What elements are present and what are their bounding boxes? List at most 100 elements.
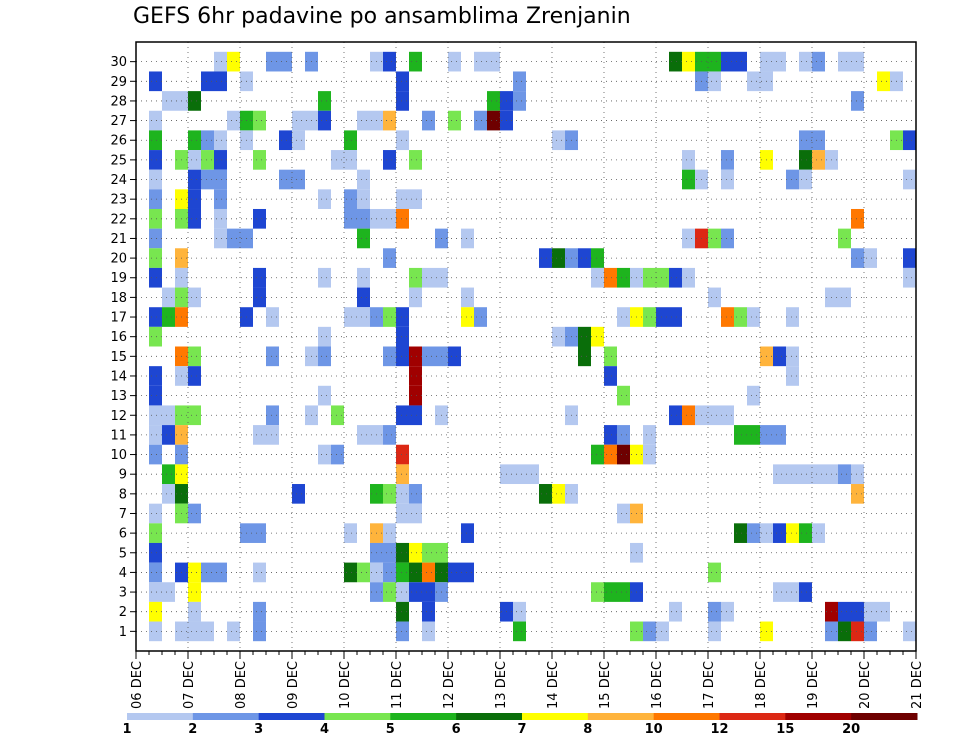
legend-label: 7 xyxy=(517,722,526,737)
heat-cell xyxy=(513,464,526,485)
heat-cell xyxy=(383,562,396,583)
heat-cell xyxy=(214,208,227,229)
heat-cell xyxy=(409,385,422,406)
heat-cell xyxy=(253,208,266,229)
heat-cell xyxy=(487,51,500,72)
heat-cell xyxy=(851,51,864,72)
heat-cell xyxy=(396,582,409,602)
heat-cell xyxy=(188,601,201,622)
heat-cell xyxy=(149,189,162,209)
heat-cell xyxy=(708,51,721,72)
y-tick-label: 10 xyxy=(110,448,127,463)
heat-cell xyxy=(357,169,370,190)
heat-cell xyxy=(188,366,201,386)
legend-swatch xyxy=(456,713,523,720)
heat-cell xyxy=(396,601,409,622)
heat-cell xyxy=(201,562,214,583)
heat-cell xyxy=(266,346,279,367)
heat-cell xyxy=(214,562,227,583)
heat-cell xyxy=(656,621,669,642)
legend-label: 20 xyxy=(842,722,860,737)
heat-cell xyxy=(266,405,279,426)
x-tick-label: 12 DEC xyxy=(442,661,457,709)
heat-cell xyxy=(383,542,396,563)
heat-cell xyxy=(162,464,175,485)
heat-cell xyxy=(747,307,760,327)
heat-cell xyxy=(318,267,331,288)
heat-cell xyxy=(409,582,422,602)
y-tick-label: 1 xyxy=(119,625,127,640)
heat-cell xyxy=(422,110,435,131)
heat-cell xyxy=(357,208,370,229)
heat-cell xyxy=(604,267,617,288)
heat-cell xyxy=(253,110,266,131)
x-tick-label: 08 DEC xyxy=(234,661,249,709)
heat-cell xyxy=(149,523,162,543)
heat-cell xyxy=(591,267,604,288)
heat-cell xyxy=(214,130,227,151)
heat-cell xyxy=(617,425,630,445)
heat-cell xyxy=(188,189,201,209)
heat-cell xyxy=(786,366,799,386)
heat-cell xyxy=(409,150,422,170)
heat-cell xyxy=(162,484,175,504)
y-tick-label: 4 xyxy=(119,566,127,581)
heat-cell xyxy=(617,307,630,327)
heat-cell xyxy=(682,228,695,249)
heat-cell xyxy=(591,444,604,465)
heat-cell xyxy=(201,150,214,170)
heat-cell xyxy=(669,601,682,622)
heat-cell xyxy=(409,503,422,524)
heat-cell xyxy=(253,523,266,543)
heat-cell xyxy=(396,503,409,524)
heat-cell xyxy=(188,169,201,190)
heat-cell xyxy=(422,562,435,583)
heat-cell xyxy=(539,248,552,268)
x-tick-label: 20 DEC xyxy=(858,661,873,709)
heat-cell xyxy=(357,562,370,583)
heat-cell xyxy=(773,464,786,485)
heat-cell xyxy=(409,189,422,209)
x-tick-label: 07 DEC xyxy=(182,661,197,709)
heat-cell xyxy=(292,169,305,190)
heat-cell xyxy=(734,51,747,72)
heat-cell xyxy=(149,248,162,268)
heat-cell xyxy=(383,484,396,504)
heat-cell xyxy=(617,582,630,602)
heat-cell xyxy=(682,150,695,170)
heat-cell xyxy=(188,562,201,583)
heat-cell xyxy=(357,287,370,308)
heat-cell xyxy=(669,307,682,327)
heat-cell xyxy=(409,287,422,308)
heat-cell xyxy=(318,110,331,131)
heat-cell xyxy=(201,621,214,642)
heat-cell xyxy=(747,71,760,92)
heat-cell xyxy=(396,542,409,563)
y-tick-label: 24 xyxy=(110,173,127,188)
heat-cell xyxy=(292,130,305,151)
heat-cell xyxy=(409,405,422,426)
heat-cell xyxy=(396,208,409,229)
heat-cell xyxy=(513,91,526,111)
heat-cell xyxy=(578,248,591,268)
heat-cell xyxy=(838,601,851,622)
heat-cell xyxy=(669,267,682,288)
heat-cell xyxy=(708,621,721,642)
heat-cell xyxy=(721,307,734,327)
legend-swatch xyxy=(785,713,852,720)
heat-cell xyxy=(656,267,669,288)
heat-cell xyxy=(201,169,214,190)
heat-cell xyxy=(318,189,331,209)
x-tick-label: 18 DEC xyxy=(754,661,769,709)
heat-cell xyxy=(773,346,786,367)
heat-cell xyxy=(851,464,864,485)
heat-cell xyxy=(422,267,435,288)
y-tick-label: 16 xyxy=(110,330,127,345)
heat-cell xyxy=(877,71,890,92)
heat-cell xyxy=(786,169,799,190)
heat-cell xyxy=(149,542,162,563)
heat-cell xyxy=(461,523,474,543)
heat-cell xyxy=(708,287,721,308)
heat-cell xyxy=(214,169,227,190)
heat-cell xyxy=(773,425,786,445)
